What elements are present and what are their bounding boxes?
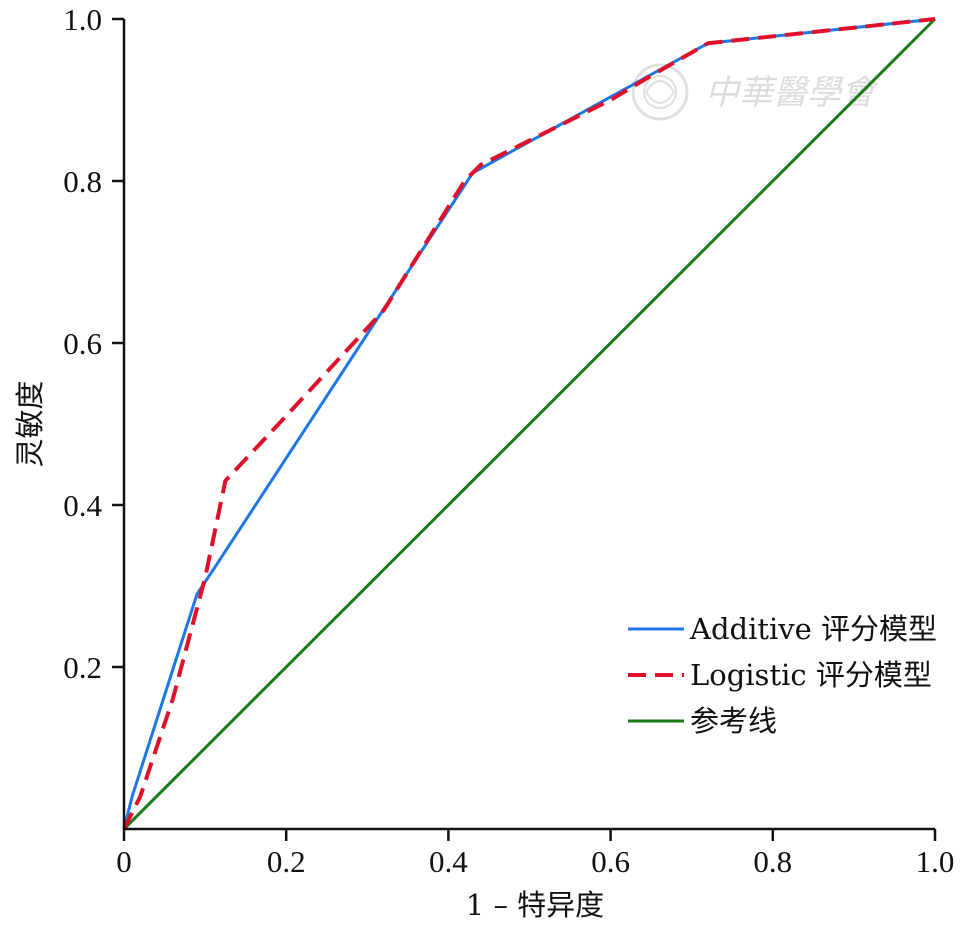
y-tick-label: 0.8	[63, 164, 102, 199]
series-line-reference	[122, 17, 937, 831]
x-tick-label: 0.4	[429, 844, 468, 879]
y-tick-label: 0.6	[63, 326, 102, 361]
y-tick-label: 1.0	[63, 2, 102, 37]
legend-label: 参考线	[690, 704, 777, 738]
y-tick-label: 0.2	[63, 650, 102, 685]
legend-label: Logistic 评分模型	[690, 658, 932, 692]
plot-area	[122, 17, 937, 831]
society-seal-icon	[631, 63, 689, 121]
watermark: 中華醫學會	[631, 63, 880, 121]
watermark-text: 中華醫學會	[705, 73, 880, 113]
series-line-logistic	[122, 17, 936, 830]
x-tick-label: 0	[116, 844, 132, 879]
x-axis-ticks: 0 0.2 0.4 0.6 0.8 1.0	[116, 829, 954, 879]
x-axis-title: 1 – 特异度	[466, 888, 604, 922]
x-tick-label: 1.0	[916, 844, 955, 879]
x-tick-label: 0.2	[267, 844, 306, 879]
y-tick-label: 0.4	[63, 488, 102, 523]
y-axis-ticks: 0.2 0.4 0.6 0.8 1.0	[63, 2, 124, 685]
y-axis-title: 灵敏度	[13, 380, 47, 467]
x-tick-label: 0.6	[591, 844, 630, 879]
x-tick-label: 0.8	[753, 844, 792, 879]
legend-label: Additive 评分模型	[689, 612, 937, 646]
